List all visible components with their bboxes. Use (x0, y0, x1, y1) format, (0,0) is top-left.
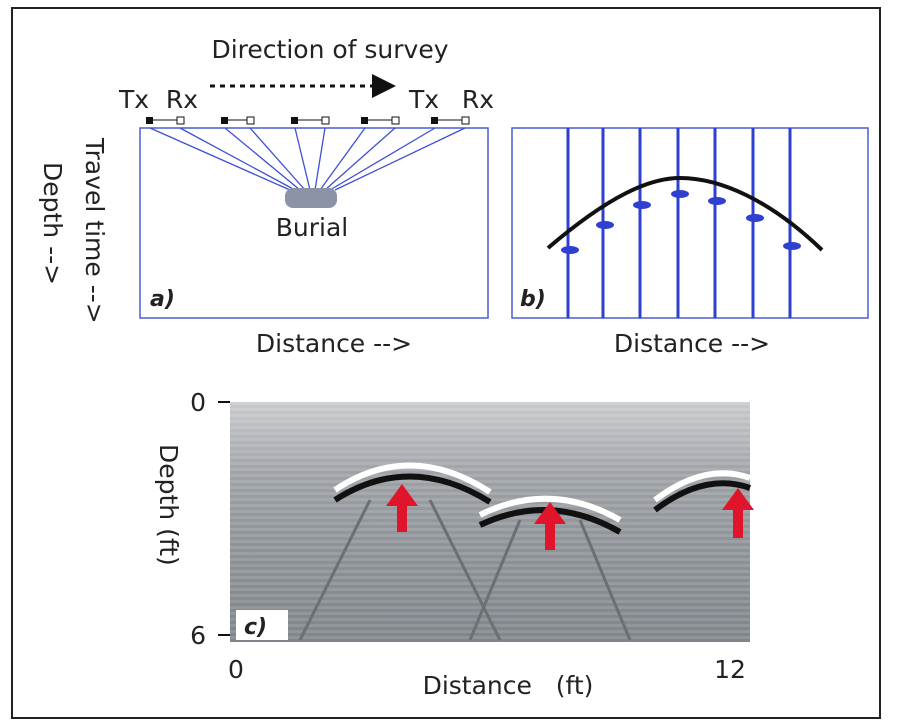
panel-label: a) (150, 287, 175, 312)
y-tick-label: 0 (190, 388, 206, 417)
x-tick-label: 12 (714, 655, 746, 684)
panel-b: b) Distance --> (511, 127, 869, 358)
y-tick-label: 6 (190, 621, 206, 650)
traces (566, 128, 792, 318)
reflections (298, 462, 752, 641)
y-axis-label: Depth (ft) (154, 444, 183, 566)
tx-label: Tx (408, 85, 439, 114)
panel-box (139, 127, 489, 319)
frame (11, 7, 881, 719)
x-axis-label: Distance (ft) (423, 671, 594, 700)
panel-label: c) (244, 615, 267, 640)
tx-label: Tx (118, 85, 149, 114)
x-axis-label: Distance --> (256, 329, 412, 358)
x-axis-label: Distance --> (614, 329, 770, 358)
rx-label: Rx (462, 85, 494, 114)
survey-label: Direction of survey (211, 35, 448, 64)
panel-a: Direction of survey Tx Rx Tx Rx Burial a… (38, 35, 494, 358)
panel-c: c) 0 6 0 12 Distance (ft) Depth (ft) (154, 388, 754, 700)
rays (149, 127, 466, 191)
panel-box (511, 127, 869, 319)
hyperbola (546, 175, 824, 252)
burial (285, 188, 337, 208)
burial-label: Burial (276, 213, 349, 242)
antennas (146, 116, 470, 125)
y-axis-label: Travel time --> (80, 137, 109, 324)
panel-label: b) (520, 287, 546, 312)
label-bg (236, 610, 288, 640)
markers (386, 484, 754, 550)
wavelets (561, 190, 801, 254)
rx-label: Rx (166, 85, 198, 114)
x-tick-label: 0 (228, 655, 244, 684)
y-axis-label: Depth --> (38, 162, 67, 285)
